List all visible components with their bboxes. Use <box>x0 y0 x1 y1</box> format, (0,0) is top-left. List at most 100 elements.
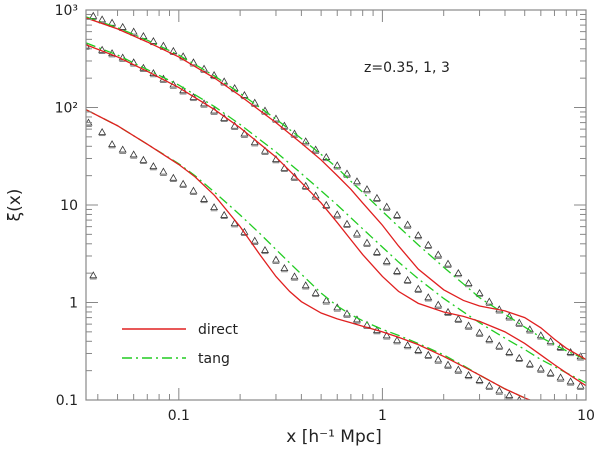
tang-curve-upper <box>86 16 586 361</box>
data-point <box>118 22 127 30</box>
data-point <box>149 162 158 170</box>
data-point <box>280 121 289 129</box>
data-point <box>179 179 188 187</box>
data-point <box>464 371 473 378</box>
data-point <box>393 210 402 218</box>
data-point <box>189 186 198 194</box>
annotation-redshifts: z=0.35, 1, 3 <box>364 60 450 76</box>
x-axis-title: x [h⁻¹ Mpc] <box>286 427 382 447</box>
data-point <box>200 194 209 202</box>
legend-label-direct: direct <box>198 322 239 338</box>
data-point <box>333 161 342 169</box>
data-point <box>424 293 433 301</box>
data-point <box>475 328 484 336</box>
data-point <box>495 341 504 349</box>
data-point <box>566 377 575 385</box>
data-point <box>485 297 494 305</box>
data-point <box>505 391 514 399</box>
data-point <box>108 140 117 148</box>
data-points-middle <box>86 41 585 390</box>
x-tick-label: 10 <box>577 408 595 424</box>
data-point <box>322 200 331 208</box>
data-point <box>290 129 299 137</box>
data-point <box>414 284 423 292</box>
data-point <box>352 229 361 237</box>
data-point <box>322 296 331 304</box>
data-point <box>434 355 443 363</box>
data-point <box>139 155 148 163</box>
legend: direct tang <box>122 322 239 367</box>
data-point <box>261 146 269 154</box>
data-point <box>444 360 453 368</box>
data-point <box>403 275 412 283</box>
data-point <box>525 359 534 367</box>
data-point <box>98 15 107 23</box>
data-point <box>311 288 320 296</box>
data-point <box>546 337 555 345</box>
data-point <box>290 272 299 280</box>
data-points-upper <box>89 11 585 361</box>
data-point <box>333 210 342 218</box>
data-point <box>301 137 310 145</box>
data-point <box>382 331 391 339</box>
data-point <box>393 336 402 344</box>
y-tick-label: 10³ <box>55 3 78 19</box>
data-point <box>169 173 178 181</box>
direct-curve-upper <box>86 17 586 361</box>
x-tick-label: 0.1 <box>168 408 190 424</box>
data-point <box>475 375 484 383</box>
data-point <box>89 271 98 279</box>
data-point <box>189 92 198 100</box>
data-point <box>454 365 463 373</box>
data-point <box>363 238 371 246</box>
data-point <box>89 11 98 19</box>
data-point <box>424 350 433 358</box>
legend-label-tang: tang <box>198 351 230 367</box>
data-point <box>200 99 209 107</box>
data-point <box>515 353 524 361</box>
data-point <box>250 236 259 244</box>
x-tick-label: 1 <box>378 408 387 424</box>
data-point <box>363 185 371 193</box>
data-point <box>159 167 168 175</box>
data-point <box>536 364 545 372</box>
data-point <box>210 203 219 211</box>
data-point <box>98 127 107 135</box>
data-point <box>301 281 310 289</box>
data-point <box>169 46 178 54</box>
y-tick-label: 10 <box>60 198 78 214</box>
tang-curve-middle <box>86 42 586 384</box>
data-point <box>485 335 494 343</box>
data-point <box>464 321 473 329</box>
data-point <box>444 259 453 267</box>
data-point <box>454 314 463 322</box>
data-point <box>352 177 361 185</box>
data-point <box>129 150 138 158</box>
y-tick-label: 0.1 <box>56 393 78 409</box>
data-point <box>118 145 127 153</box>
data-point <box>505 347 514 355</box>
data-point <box>515 318 524 326</box>
direct-curve-middle <box>86 44 586 387</box>
y-axis-title: ξ(x) <box>5 189 25 222</box>
data-point <box>382 202 391 210</box>
data-point <box>454 269 463 277</box>
data-point <box>424 240 433 248</box>
y-tick-label: 1 <box>69 296 78 312</box>
data-point <box>343 219 351 227</box>
data-point <box>343 169 351 177</box>
direct-curve-lower <box>86 109 532 400</box>
data-point <box>485 381 494 389</box>
data-point <box>280 264 289 272</box>
data-point <box>403 220 412 228</box>
data-point <box>475 288 484 296</box>
data-point <box>382 257 391 265</box>
data-point <box>220 210 229 218</box>
data-point <box>464 279 473 287</box>
data-point <box>434 250 443 258</box>
data-point <box>290 172 299 180</box>
data-point <box>372 193 381 201</box>
data-point <box>414 231 423 239</box>
data-points-lower <box>86 118 522 400</box>
